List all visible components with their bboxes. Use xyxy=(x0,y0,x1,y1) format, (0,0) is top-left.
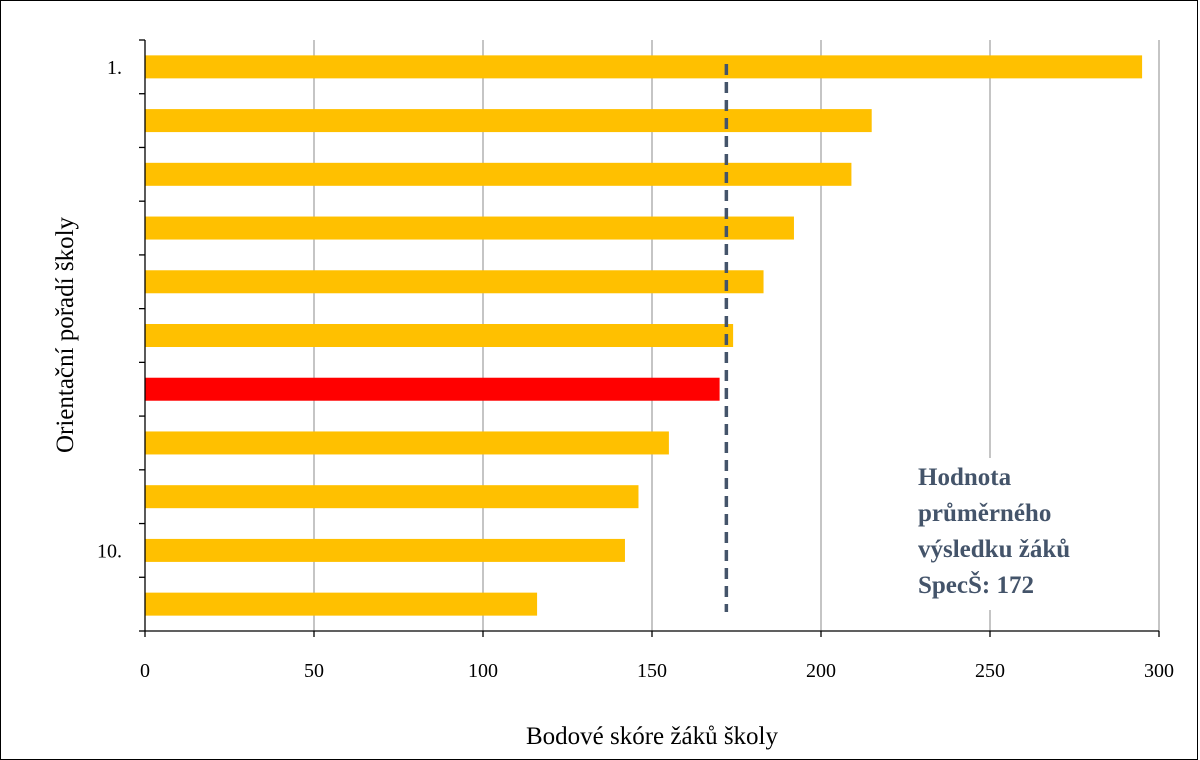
bar xyxy=(145,485,639,509)
x-tick-label: 150 xyxy=(637,660,667,682)
x-axis-title: Bodové skóre žáků školy xyxy=(526,723,779,750)
bar xyxy=(145,538,625,562)
y-tick-labels: 1. 10. xyxy=(97,57,122,563)
bar xyxy=(145,592,538,616)
x-tick-labels: 0 50 100 150 200 250 300 xyxy=(140,660,1174,682)
x-tick-label: 300 xyxy=(1144,660,1174,682)
annotation-background xyxy=(912,458,1122,610)
bar xyxy=(145,431,669,455)
axes xyxy=(139,39,1160,637)
x-tick-label: 0 xyxy=(140,660,150,682)
bar xyxy=(145,55,1143,79)
y-tick-label: 10. xyxy=(97,540,122,562)
bar xyxy=(145,216,794,240)
annotation-line: SpecŠ: 172 xyxy=(918,571,1034,599)
bar xyxy=(145,270,764,294)
bar xyxy=(145,109,872,133)
x-tick-label: 250 xyxy=(975,660,1005,682)
y-axis-title: Orientační pořadí školy xyxy=(52,216,79,453)
bar xyxy=(145,324,734,347)
annotation-line: výsledku žáků xyxy=(918,536,1070,563)
x-tick-label: 100 xyxy=(468,660,498,682)
annotation-line: Hodnota xyxy=(918,464,1012,491)
bars xyxy=(145,55,1143,616)
bar xyxy=(145,162,852,186)
bar-highlighted xyxy=(145,377,720,401)
annotation-line: průměrného xyxy=(918,500,1051,527)
x-tick-label: 200 xyxy=(806,660,836,682)
average-annotation: Hodnota průměrného výsledku žáků SpecŠ: 172 xyxy=(912,458,1122,610)
x-tick-label: 50 xyxy=(304,660,324,682)
y-tick-label: 1. xyxy=(107,57,122,79)
